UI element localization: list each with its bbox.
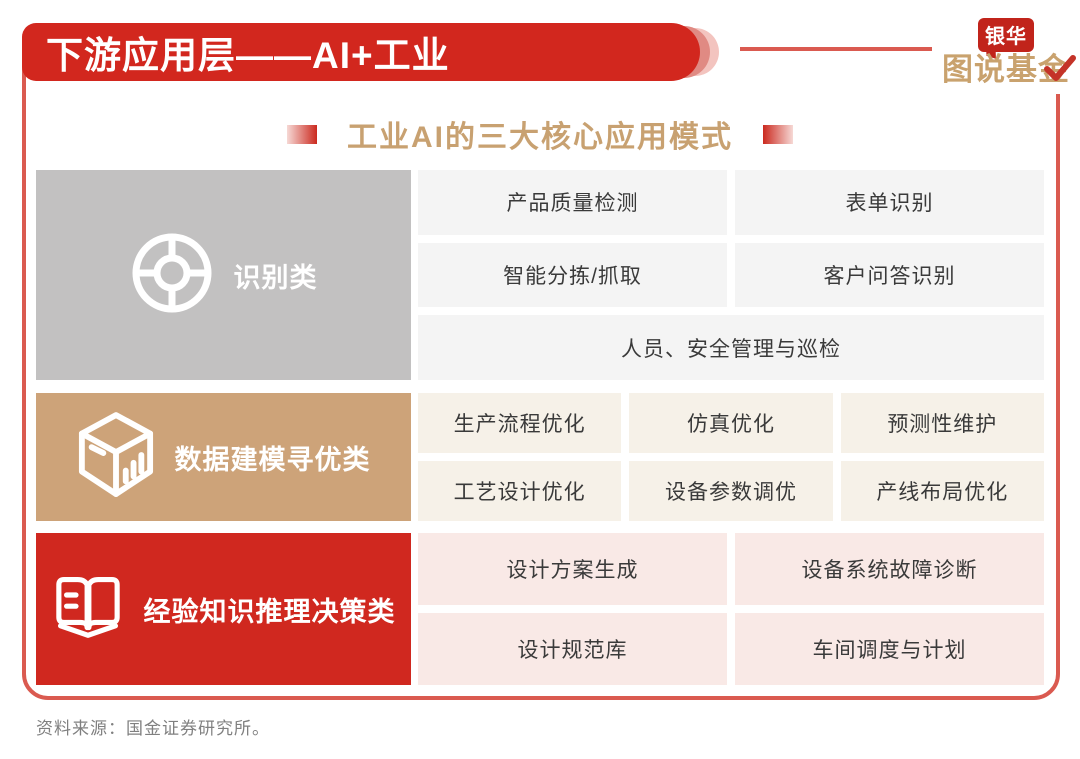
target-icon	[130, 231, 214, 320]
group-label: 识别类	[233, 262, 318, 293]
group-recognition-cells: 产品质量检测 表单识别 智能分拣/抓取 客户问答识别 人员、安全管理与巡检	[418, 170, 1044, 381]
cell: 设备系统故障诊断	[735, 533, 1044, 605]
cell-row: 设计方案生成 设备系统故障诊断	[418, 533, 1044, 605]
cell: 设计方案生成	[418, 533, 727, 605]
group-modeling-label-block: 数据建模寻优类	[36, 393, 411, 521]
cell: 设备参数调优	[629, 461, 833, 521]
group-decision-label-block: 经验知识推理决策类	[36, 533, 411, 685]
cell-row: 智能分拣/抓取 客户问答识别	[418, 242, 1044, 308]
source-note: 资料来源：国金证券研究所。	[36, 719, 270, 738]
group-recognition-label-block: 识别类	[36, 170, 411, 380]
cell: 仿真优化	[629, 393, 833, 453]
logo-tag: 银华	[978, 18, 1034, 52]
cell: 表单识别	[735, 170, 1044, 235]
cell-row: 设计规范库 车间调度与计划	[418, 613, 1044, 685]
cell: 客户问答识别	[735, 242, 1044, 308]
group-modeling-cells: 生产流程优化 仿真优化 预测性维护 工艺设计优化 设备参数调优 产线布局优化	[418, 393, 1044, 521]
brand-logo: 银华 图说基金	[932, 6, 1078, 94]
category-groups: 识别类 产品质量检测 表单识别 智能分拣/抓取 客户问答识别 人员、安全管理与巡…	[36, 170, 1044, 685]
group-decision-cells: 设计方案生成 设备系统故障诊断 设计规范库 车间调度与计划	[418, 533, 1044, 685]
page-title: 下游应用层——AI+工业	[46, 35, 450, 76]
cell-row: 生产流程优化 仿真优化 预测性维护	[418, 393, 1044, 453]
cell-row: 工艺设计优化 设备参数调优 产线布局优化	[418, 461, 1044, 521]
group-modeling: 数据建模寻优类 生产流程优化 仿真优化 预测性维护 工艺设计优化 设备参数调优 …	[36, 393, 1044, 521]
book-icon	[52, 574, 124, 645]
subtitle: 工业AI的三大核心应用模式	[347, 121, 733, 154]
subtitle-row: 工业AI的三大核心应用模式	[0, 112, 1080, 156]
cube-icon	[77, 411, 155, 503]
cell: 工艺设计优化	[418, 461, 622, 521]
cell: 车间调度与计划	[735, 613, 1044, 685]
group-decision: 经验知识推理决策类 设计方案生成 设备系统故障诊断 设计规范库 车间调度与计划	[36, 533, 1044, 685]
cell: 设计规范库	[418, 613, 727, 685]
cell: 产线布局优化	[840, 461, 1044, 521]
cell-row: 人员、安全管理与巡检	[418, 315, 1044, 381]
cell: 生产流程优化	[418, 393, 622, 453]
cell: 智能分拣/抓取	[418, 242, 727, 308]
group-label: 数据建模寻优类	[174, 444, 371, 475]
cell: 产品质量检测	[418, 170, 727, 235]
group-label: 经验知识推理决策类	[143, 596, 396, 627]
cell: 预测性维护	[840, 393, 1044, 453]
cell: 人员、安全管理与巡检	[418, 315, 1044, 381]
subtitle-deco-left	[287, 124, 317, 144]
page-header: 下游应用层——AI+工业	[22, 23, 700, 81]
subtitle-deco-right	[763, 124, 793, 144]
group-recognition: 识别类 产品质量检测 表单识别 智能分拣/抓取 客户问答识别 人员、安全管理与巡…	[36, 170, 1044, 381]
check-icon	[1044, 55, 1076, 86]
cell-row: 产品质量检测 表单识别	[418, 170, 1044, 235]
